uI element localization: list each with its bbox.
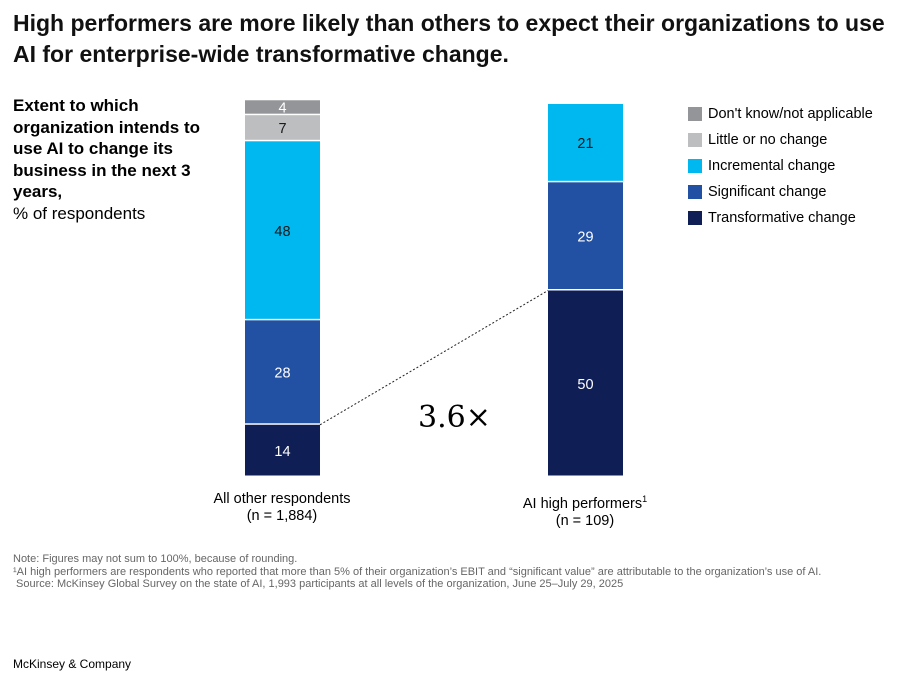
note-high-performers: ¹AI high performers are respondents who … [13,565,822,578]
bar-segment [245,320,320,424]
stacked-bar-chart: 14 28 48 7 4 50 29 21 [245,100,623,476]
comparison-dotted-line [319,290,549,426]
legend-label: Don't know/not applicable [708,106,873,122]
data-label: 50 [577,377,593,393]
bar-segment [245,424,320,476]
data-label: 4 [278,101,286,117]
bar-segment [548,290,623,476]
subtitle-description: Extent to which organization intends to … [13,96,200,201]
legend-label: Little or no change [708,132,828,148]
legend-item: Transformative change [688,205,873,231]
bar-segment [245,100,320,114]
legend-item: Don't know/not applicable [688,101,873,127]
footnotes: Note: Figures may not sum to 100%, becau… [13,553,873,591]
data-label: 29 [577,229,593,245]
data-label: 7 [278,121,286,137]
multiplier-annotation: 3.6× [418,400,491,435]
legend-swatch [688,107,702,121]
data-label: 14 [274,444,290,460]
data-label: 28 [274,366,290,382]
chart-title: High performers are more likely than oth… [13,10,885,67]
subtitle-unit: % of respondents [13,203,146,223]
data-label: 48 [274,224,290,240]
chart-subtitle: Extent to which organization intends to … [13,95,213,224]
bar-segment [245,115,320,140]
legend-swatch [688,133,702,147]
bar-segment [548,104,623,181]
note-rounding: Note: Figures may not sum to 100%, becau… [13,553,298,565]
bar-segment [245,141,320,319]
legend-item: Little or no change [688,127,873,153]
legend-swatch [688,211,702,225]
category-label-high-performers: AI high performers1 (n = 109) [522,494,648,529]
legend-label: Transformative change [708,210,856,226]
legend: Don't know/not applicable Little or no ch… [688,101,873,231]
category-label-all-others: All other respondents (n = 1,884) [213,491,351,524]
brand-logo-text: McKinsey & Company [13,657,132,671]
data-label: 21 [577,136,593,152]
legend-swatch [688,185,702,199]
legend-swatch [688,159,702,173]
note-source: Source: McKinsey Global Survey on the st… [16,578,624,590]
legend-item: Significant change [688,179,873,205]
legend-label: Significant change [708,184,827,200]
legend-item: Incremental change [688,153,873,179]
legend-label: Incremental change [708,158,836,174]
bar-segment [548,182,623,289]
